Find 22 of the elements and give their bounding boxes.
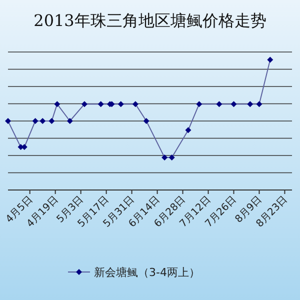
point: [143, 118, 150, 124]
point: [54, 101, 60, 108]
point: [162, 154, 168, 160]
point: [185, 127, 192, 134]
point: [98, 101, 104, 108]
point: [230, 101, 237, 108]
point: [267, 56, 274, 63]
point: [168, 154, 175, 160]
point: [247, 101, 254, 108]
point: [132, 101, 138, 108]
point: [40, 118, 46, 124]
point: [256, 101, 262, 108]
point: [66, 118, 73, 124]
point: [118, 101, 124, 108]
point: [5, 118, 11, 124]
legend-label: 新会塘鲺（3-4两上）: [94, 266, 200, 279]
point: [81, 101, 88, 108]
chart-title: 2013年珠三角地区塘鲺价格走势: [34, 11, 266, 30]
point: [216, 101, 222, 108]
point: [196, 101, 202, 108]
point: [48, 118, 55, 124]
point: [32, 118, 38, 124]
